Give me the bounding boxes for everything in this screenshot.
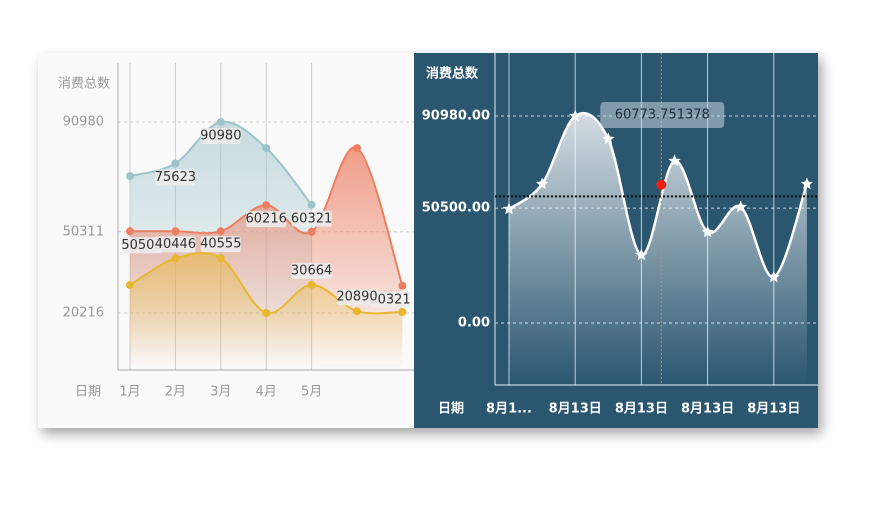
point bbox=[126, 281, 134, 290]
x-tick-label: 8月13日 bbox=[681, 402, 734, 417]
point bbox=[353, 144, 361, 153]
data-label-bg bbox=[291, 262, 332, 279]
y-axis-title: 消费总数 bbox=[58, 77, 110, 92]
data-label: 40555 bbox=[200, 237, 241, 252]
point bbox=[307, 280, 316, 289]
data-label-bg bbox=[200, 128, 241, 145]
series-area bbox=[130, 253, 403, 368]
data-label: 40446 bbox=[155, 237, 196, 252]
data-label-bg bbox=[337, 289, 377, 306]
point bbox=[701, 225, 714, 238]
point bbox=[307, 200, 316, 209]
x-axis-title: 日期 bbox=[75, 385, 101, 400]
data-label-bg bbox=[155, 169, 196, 186]
tooltip-box bbox=[600, 102, 725, 128]
point bbox=[569, 109, 582, 122]
x-tick-label: 5月 bbox=[301, 385, 322, 400]
point bbox=[126, 172, 134, 181]
x-axis-title: 日期 bbox=[438, 402, 464, 417]
x-tick-label: 8月13日 bbox=[615, 402, 668, 417]
data-label-bg bbox=[246, 211, 287, 228]
data-label-bg bbox=[291, 210, 332, 227]
point bbox=[353, 307, 361, 316]
data-label: 60216 bbox=[246, 212, 287, 227]
point bbox=[171, 227, 180, 236]
data-label: 30664 bbox=[291, 263, 332, 278]
data-label: 30321 bbox=[369, 292, 410, 307]
x-tick-label: 1月 bbox=[119, 385, 140, 400]
tooltip-point bbox=[656, 179, 667, 190]
point bbox=[307, 227, 316, 236]
point bbox=[502, 202, 516, 215]
x-tick-label: 2月 bbox=[165, 385, 186, 400]
point bbox=[171, 159, 180, 168]
data-label-bg bbox=[155, 236, 196, 253]
y-tick-label: 90980.00 bbox=[422, 109, 490, 124]
tooltip-text: 60773.751378 bbox=[615, 108, 710, 123]
point bbox=[216, 118, 225, 127]
y-axis-title: 消费总数 bbox=[426, 66, 479, 82]
point bbox=[668, 154, 681, 167]
point bbox=[216, 227, 225, 236]
x-tick-label: 4月 bbox=[256, 385, 277, 400]
y-tick-label: 20216 bbox=[63, 306, 104, 321]
data-label-bg bbox=[370, 291, 410, 308]
point bbox=[635, 248, 648, 261]
data-label: 50503 bbox=[121, 238, 162, 253]
x-tick-label: 8月1... bbox=[486, 402, 532, 417]
point bbox=[767, 270, 780, 283]
point bbox=[535, 177, 549, 190]
y-tick-label: 0.00 bbox=[458, 316, 490, 331]
point bbox=[216, 254, 225, 263]
x-tick-label: 3月 bbox=[210, 385, 231, 400]
data-label: 60321 bbox=[291, 211, 332, 226]
data-label-bg bbox=[200, 236, 241, 253]
data-label: 20890 bbox=[336, 290, 377, 305]
y-tick-label: 50311 bbox=[63, 224, 104, 239]
point bbox=[262, 309, 271, 318]
point bbox=[602, 132, 615, 145]
point bbox=[398, 307, 407, 316]
data-label: 90980 bbox=[200, 129, 241, 144]
x-tick-label: 8月13日 bbox=[549, 402, 602, 417]
point bbox=[171, 254, 180, 263]
y-tick-label: 90980 bbox=[63, 115, 104, 130]
point bbox=[734, 200, 747, 213]
point bbox=[262, 201, 271, 210]
series-line bbox=[508, 111, 809, 279]
point bbox=[398, 281, 407, 290]
point bbox=[262, 144, 271, 153]
y-tick-label: 50500.00 bbox=[422, 201, 490, 216]
data-label: 75623 bbox=[155, 170, 196, 185]
point bbox=[800, 177, 814, 190]
series-area bbox=[509, 113, 807, 386]
point bbox=[126, 227, 134, 236]
x-tick-label: 8月13日 bbox=[747, 402, 800, 417]
data-label-bg bbox=[122, 237, 162, 254]
